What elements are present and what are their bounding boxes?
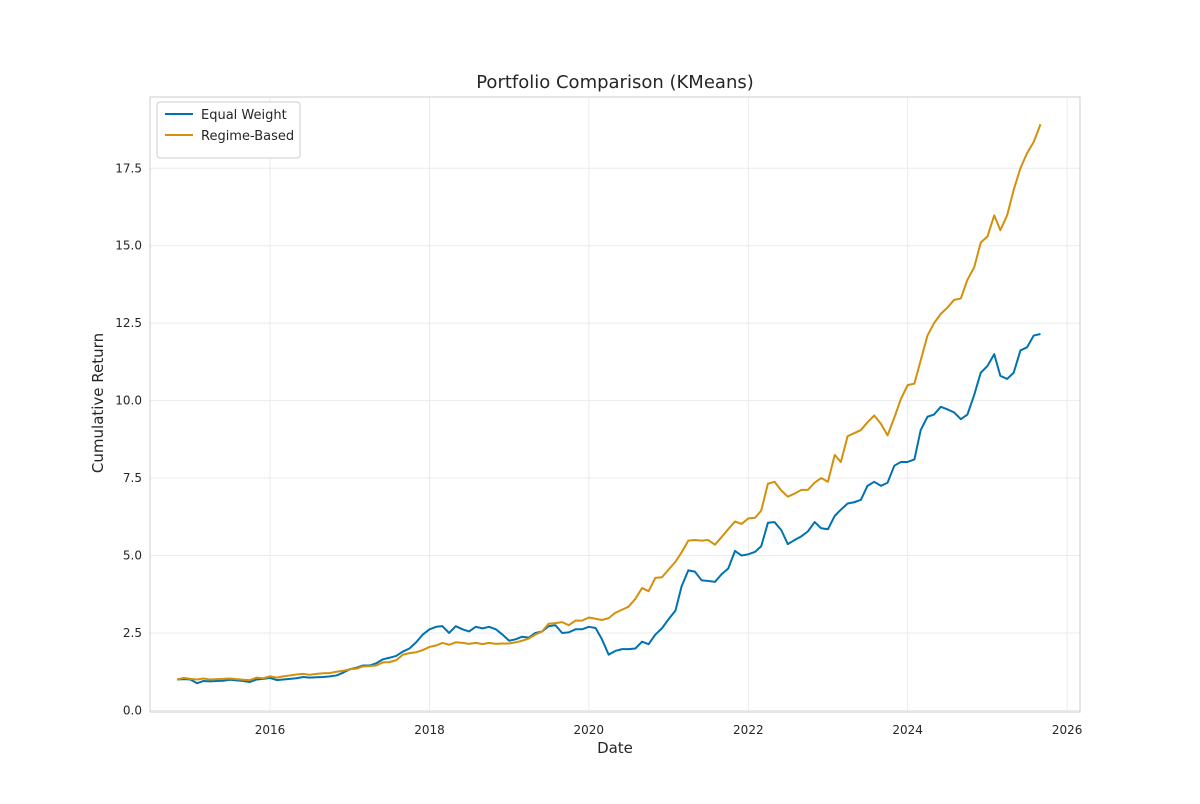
- x-tick-label: 2020: [574, 723, 605, 737]
- y-tick-label: 0.0: [123, 703, 142, 717]
- y-tick-label: 10.0: [115, 394, 142, 408]
- y-tick-label: 7.5: [123, 471, 142, 485]
- x-axis-label: Date: [597, 739, 633, 757]
- y-tick-label: 2.5: [123, 626, 142, 640]
- series-line-regime-based: [176, 123, 1042, 682]
- y-axis-label: Cumulative Return: [89, 333, 107, 473]
- y-tick-label: 5.0: [123, 549, 142, 563]
- x-tick-label: 2024: [892, 723, 923, 737]
- plot-area: [149, 96, 1081, 713]
- grid: [150, 97, 1080, 712]
- x-tick-label: 2022: [733, 723, 764, 737]
- legend: Equal Weight Regime-Based: [156, 101, 301, 159]
- chart-title: Portfolio Comparison (KMeans): [476, 72, 754, 93]
- x-tick-label: 2018: [414, 723, 445, 737]
- series-layer: [176, 123, 1042, 685]
- y-tick-label: 17.5: [115, 161, 142, 175]
- legend-box: [156, 101, 301, 159]
- series-line-equal-weight: [177, 333, 1041, 685]
- x-tick-label: 2016: [255, 723, 286, 737]
- legend-label: Equal Weight: [201, 108, 287, 123]
- x-tick-label: 2026: [1052, 723, 1083, 737]
- legend-label: Regime-Based: [201, 129, 294, 144]
- y-tick-label: 15.0: [115, 239, 142, 253]
- y-axis: 0.0 2.5 5.0 7.5 10.0 12.5 15.0 17.5: [115, 161, 142, 717]
- y-tick-label: 12.5: [115, 316, 142, 330]
- x-axis: 2016 2018 2020 2022 2024 2026: [255, 723, 1083, 737]
